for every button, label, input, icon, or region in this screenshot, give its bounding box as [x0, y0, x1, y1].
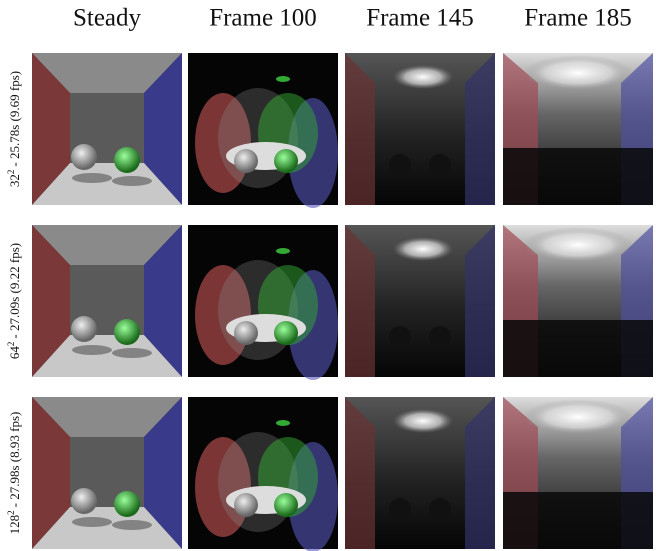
row-detail: - 27.09s (9.22 fps) [7, 243, 22, 339]
render-image [188, 225, 338, 380]
column-header: Frame 145 [366, 5, 474, 32]
row: 1282 - 27.98s (8.93 fps) [6, 397, 653, 551]
row: 322 - 25.78s (9.69 fps) [6, 53, 653, 208]
render-image [503, 397, 653, 549]
column-header: Steady [73, 5, 142, 32]
column-header: Frame 100 [209, 5, 317, 32]
render-image [345, 397, 495, 549]
render-image [503, 225, 653, 377]
render-image [503, 53, 653, 205]
column-header: Frame 185 [524, 5, 632, 32]
row-size: 32 [7, 174, 22, 187]
row-exponent: 2 [6, 170, 16, 175]
row-exponent: 2 [6, 342, 16, 347]
row-size: 128 [7, 515, 22, 535]
row: 642 - 27.09s (9.22 fps) [6, 225, 653, 380]
render-image [188, 53, 338, 208]
render-image [345, 53, 495, 205]
row-detail: - 25.78s (9.69 fps) [7, 71, 22, 167]
render-image [32, 225, 182, 377]
render-image [188, 397, 338, 551]
render-image [32, 397, 182, 549]
figure: Steady Frame 100 Frame 145 Frame 185 322… [0, 0, 656, 551]
row-label: 1282 - 27.98s (8.93 fps) [6, 412, 22, 535]
render-image [32, 53, 182, 205]
row-label: 322 - 25.78s (9.69 fps) [6, 71, 22, 187]
row-exponent: 2 [6, 510, 16, 515]
row-label: 642 - 27.09s (9.22 fps) [6, 243, 22, 359]
render-image [345, 225, 495, 377]
row-detail: - 27.98s (8.93 fps) [7, 412, 22, 508]
row-size: 64 [7, 346, 22, 360]
